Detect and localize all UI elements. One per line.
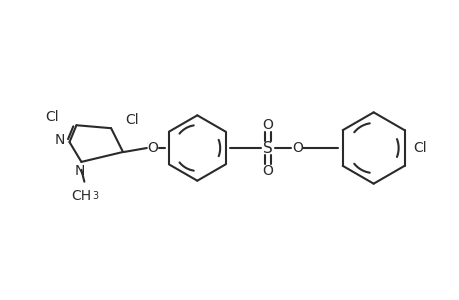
Text: N: N — [54, 133, 64, 147]
Text: 3: 3 — [92, 190, 98, 201]
Text: O: O — [262, 118, 273, 132]
Text: N: N — [74, 164, 84, 178]
Text: Cl: Cl — [45, 110, 58, 124]
Text: O: O — [291, 141, 302, 155]
Text: Cl: Cl — [412, 141, 426, 155]
Text: O: O — [262, 164, 273, 178]
Text: S: S — [262, 140, 272, 155]
Text: Cl: Cl — [125, 113, 138, 127]
Text: O: O — [147, 141, 158, 155]
Text: CH: CH — [71, 189, 91, 202]
